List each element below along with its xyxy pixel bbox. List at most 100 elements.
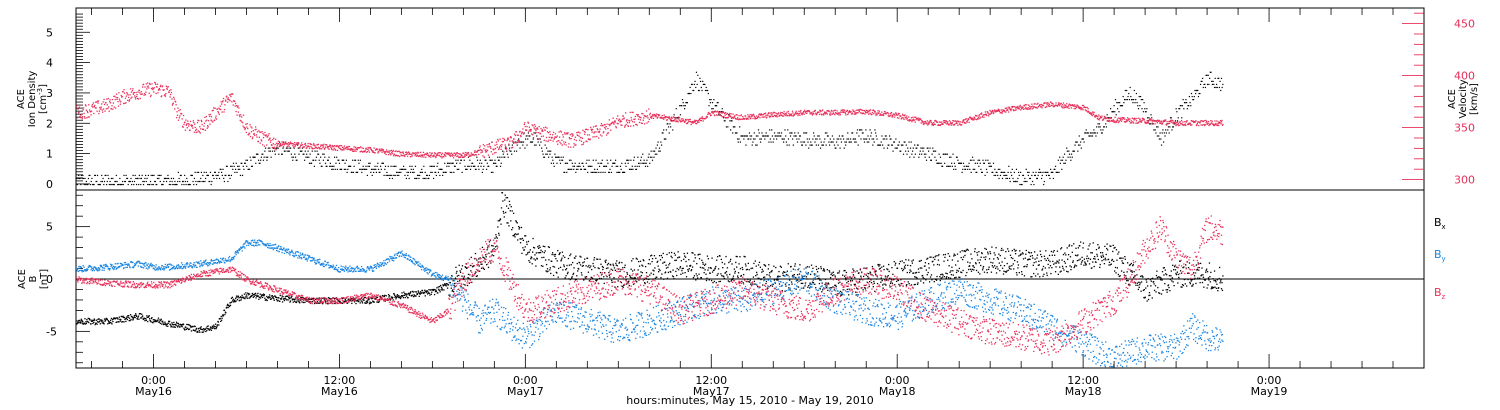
- density-point: [410, 168, 412, 170]
- velocity-point: [763, 112, 766, 115]
- density-point: [1015, 180, 1017, 183]
- density-point: [943, 153, 945, 155]
- velocity-point: [502, 137, 504, 140]
- velocity-point: [1219, 120, 1222, 122]
- density-point: [137, 177, 139, 180]
- velocity-point: [755, 117, 757, 120]
- density-point: [610, 171, 612, 173]
- field-point: [88, 318, 90, 320]
- field-point: [338, 300, 340, 302]
- velocity-point: [1057, 103, 1060, 105]
- density-point: [650, 150, 652, 152]
- velocity-point: [963, 121, 966, 124]
- field-point: [283, 298, 285, 300]
- velocity-point: [846, 109, 848, 112]
- velocity-point: [977, 117, 980, 119]
- density-point: [300, 150, 302, 152]
- density-point: [165, 180, 168, 183]
- velocity-point: [637, 115, 639, 117]
- field-point: [105, 318, 107, 320]
- velocity-point: [1096, 118, 1099, 120]
- field-point: [429, 294, 431, 296]
- field-point: [408, 293, 410, 295]
- density-point: [921, 147, 923, 149]
- density-point: [1099, 126, 1101, 128]
- field-point: [80, 318, 82, 320]
- velocity-point: [791, 110, 794, 112]
- density-point: [668, 132, 670, 134]
- density-point: [1125, 99, 1127, 101]
- density-point: [1035, 171, 1037, 173]
- velocity-point: [1063, 107, 1066, 109]
- velocity-point: [514, 142, 516, 144]
- density-point: [850, 141, 852, 143]
- density-point: [452, 162, 454, 164]
- density-point: [148, 183, 150, 186]
- velocity-point: [233, 100, 235, 102]
- velocity-point: [1091, 114, 1093, 117]
- field-point: [115, 317, 118, 319]
- density-point: [741, 135, 743, 137]
- density-point: [682, 102, 684, 104]
- velocity-point: [617, 115, 619, 117]
- velocity-point: [352, 150, 354, 152]
- velocity-point: [404, 155, 406, 158]
- velocity-point: [236, 106, 239, 108]
- density-point: [1137, 108, 1140, 110]
- density-point: [837, 144, 839, 146]
- velocity-point: [695, 119, 697, 122]
- density-point: [846, 138, 848, 140]
- field-point: [418, 291, 420, 293]
- density-point: [660, 144, 663, 146]
- density-point: [333, 156, 336, 158]
- velocity-point: [754, 116, 756, 119]
- density-point: [543, 156, 546, 158]
- velocity-point: [926, 123, 928, 125]
- density-point: [985, 168, 988, 170]
- velocity-point: [1103, 117, 1105, 120]
- density-point: [1024, 180, 1027, 183]
- density-point: [849, 141, 851, 143]
- velocity-point: [316, 147, 319, 149]
- velocity-point: [878, 112, 880, 114]
- density-point: [955, 156, 958, 158]
- field-point: [353, 298, 355, 300]
- density-point: [312, 159, 314, 161]
- density-point: [569, 168, 571, 170]
- density-point: [660, 141, 662, 143]
- velocity-point: [130, 97, 132, 99]
- velocity-point: [1143, 118, 1145, 120]
- density-point: [930, 159, 933, 161]
- field-point: [213, 326, 215, 328]
- field-point: [254, 294, 256, 296]
- velocity-point: [927, 124, 929, 126]
- velocity-point: [246, 122, 248, 125]
- density-point: [187, 183, 189, 186]
- field-point: [100, 319, 102, 321]
- density-point: [307, 150, 309, 152]
- velocity-point: [352, 148, 354, 151]
- field-point: [301, 301, 303, 303]
- velocity-point: [680, 121, 682, 123]
- velocity-point: [135, 98, 137, 100]
- density-point: [382, 162, 384, 164]
- velocity-point: [304, 143, 306, 145]
- velocity-point: [1216, 120, 1218, 122]
- velocity-point: [482, 155, 484, 157]
- velocity-point: [94, 107, 96, 109]
- density-point: [1050, 171, 1052, 173]
- field-point: [307, 298, 310, 300]
- density-point: [517, 141, 519, 143]
- velocity-point: [903, 115, 906, 117]
- velocity-point: [153, 87, 155, 89]
- velocity-point: [559, 141, 561, 144]
- velocity-point: [1020, 108, 1023, 110]
- density-point: [812, 132, 815, 134]
- density-point: [929, 147, 931, 149]
- velocity-point: [98, 110, 101, 112]
- field-point: [256, 295, 259, 298]
- density-point: [398, 174, 400, 177]
- density-point: [587, 171, 589, 173]
- velocity-point: [157, 92, 159, 94]
- velocity-point: [1125, 121, 1127, 123]
